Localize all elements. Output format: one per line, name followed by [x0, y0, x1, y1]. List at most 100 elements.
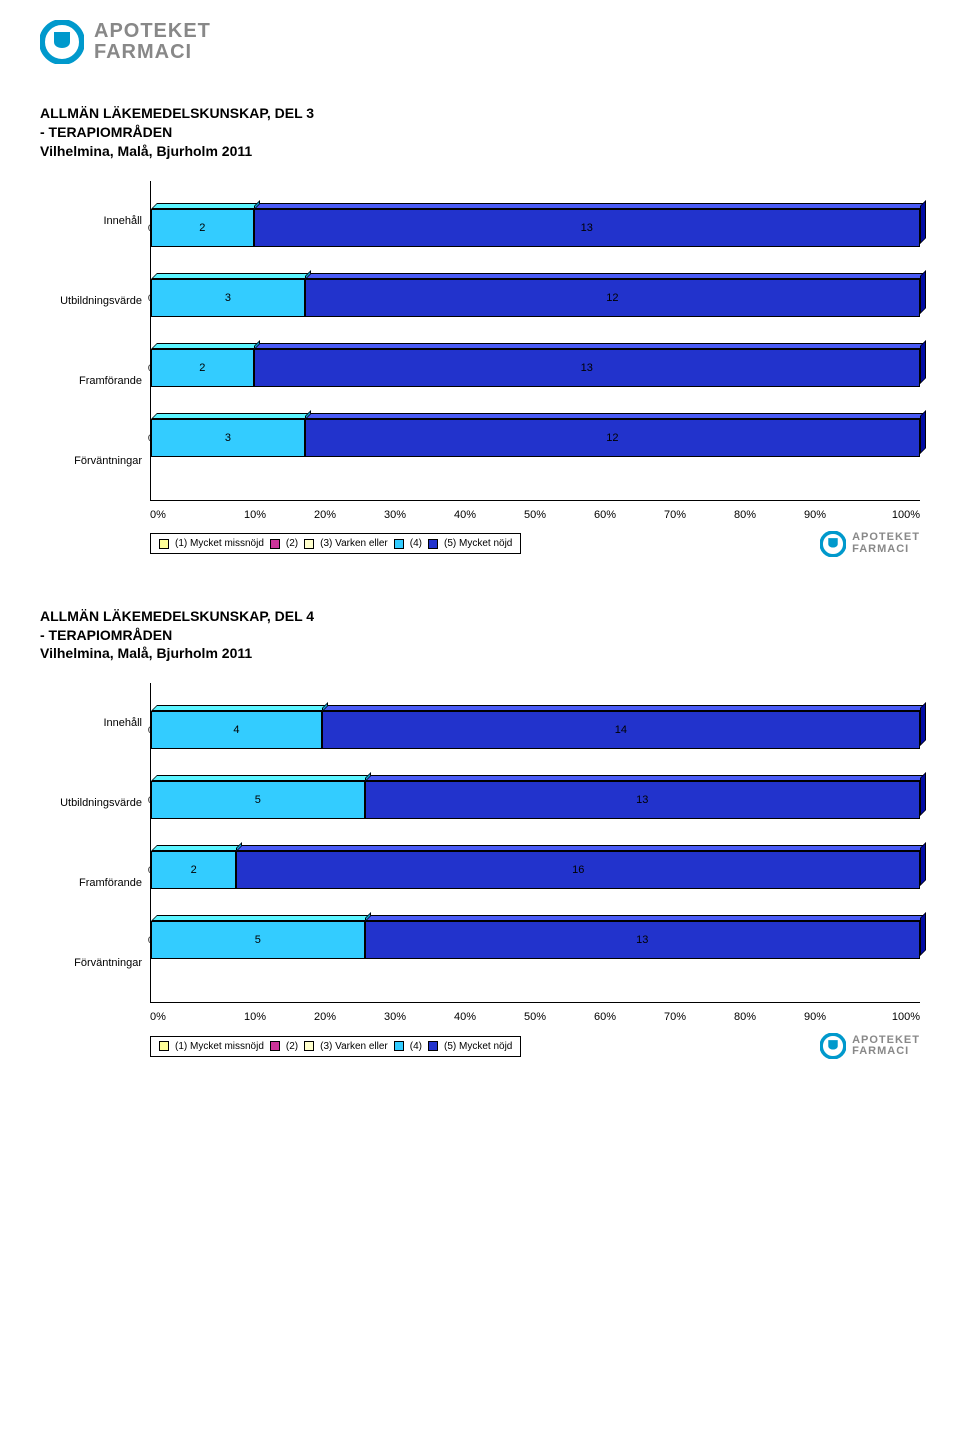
legend-swatch [394, 1041, 404, 1051]
x-tick: 40% [430, 509, 500, 521]
x-tick: 20% [290, 509, 360, 521]
brand-line1: APOTEKET [94, 21, 211, 42]
brand-line2: FARMACI [852, 1046, 920, 1058]
x-tick: 50% [500, 509, 570, 521]
bar-segment: 2 [151, 851, 236, 889]
y-label: Förväntningar [40, 923, 142, 1003]
chart-block: ALLMÄN LÄKEMEDELSKUNSKAP, DEL 4- TERAPIO… [40, 607, 920, 1060]
x-tick: 90% [780, 1011, 850, 1023]
bar-row: 0312 [151, 403, 920, 473]
brand-line2: FARMACI [94, 42, 211, 63]
y-axis-labels: InnehållUtbildningsvärdeFramförandeFörvä… [40, 181, 150, 501]
stacked-bar: 2 16 [151, 851, 920, 889]
x-tick: 100% [850, 1011, 920, 1023]
legend-label: (5) Mycket nöjd [444, 538, 512, 549]
x-tick: 70% [640, 509, 710, 521]
segment-value: 13 [581, 222, 593, 234]
chart-footer-logo: APOTEKET FARMACI [820, 1033, 920, 1059]
bar-row: 0513 [151, 765, 920, 835]
legend-row: (1) Mycket missnöjd (2) (3) Varken eller (4… [150, 1033, 920, 1059]
x-tick: 70% [640, 1011, 710, 1023]
brand-text: APOTEKET FARMACI [94, 21, 211, 63]
segment-value: 13 [636, 934, 648, 946]
bar-row: 0216 [151, 835, 920, 905]
bar-segment: 3 [151, 279, 305, 317]
segment-value: 12 [606, 432, 618, 444]
stacked-bar: 3 12 [151, 419, 920, 457]
legend-row: (1) Mycket missnöjd(2)(3) Varken eller(4… [150, 531, 920, 557]
legend-label: (4) [410, 1041, 422, 1052]
stacked-bar: 5 13 [151, 781, 920, 819]
segment-value: 2 [191, 864, 197, 876]
segment-value: 16 [572, 864, 584, 876]
brand-logo-icon [820, 1033, 846, 1059]
x-tick: 80% [710, 1011, 780, 1023]
stacked-bar: 4 14 [151, 711, 920, 749]
legend-swatch [159, 1041, 169, 1051]
segment-value: 3 [225, 292, 231, 304]
x-tick: 40% [430, 1011, 500, 1023]
bar-row: 0312 [151, 263, 920, 333]
brand-logo-icon [40, 20, 84, 64]
legend-swatch [270, 1041, 280, 1051]
chart-footer-logo: APOTEKET FARMACI [820, 531, 920, 557]
x-tick: 60% [570, 1011, 640, 1023]
brand-text: APOTEKET FARMACI [852, 532, 920, 555]
legend-swatch [159, 539, 169, 549]
brand-header: APOTEKET FARMACI [40, 20, 920, 64]
x-tick: 60% [570, 509, 640, 521]
stacked-bar: 5 13 [151, 921, 920, 959]
chart-body: InnehållUtbildningsvärdeFramförandeFörvä… [40, 181, 920, 501]
bar-row: 0213 [151, 333, 920, 403]
segment-value: 12 [606, 292, 618, 304]
segment-value: 5 [255, 934, 261, 946]
y-label: Förväntningar [40, 421, 142, 501]
legend-label: (4) [410, 538, 422, 549]
legend-swatch [394, 539, 404, 549]
legend-label: (3) Varken eller [320, 1041, 388, 1052]
legend-swatch [428, 539, 438, 549]
x-tick: 10% [220, 509, 290, 521]
legend-label: (2) [286, 538, 298, 549]
legend-label: (2) [286, 1041, 298, 1052]
bar-segment: 2 [151, 209, 254, 247]
legend-swatch [304, 1041, 314, 1051]
legend-swatch [304, 539, 314, 549]
x-axis: 0%10%20%30%40%50%60%70%80%90%100% [150, 509, 920, 521]
bar-segment: 13 [254, 209, 920, 247]
y-label: Innehåll [40, 683, 142, 763]
legend-box: (1) Mycket missnöjd(2)(3) Varken eller(4… [150, 533, 521, 554]
legend-label: (5) Mycket nöjd [444, 1041, 512, 1052]
legend-box: (1) Mycket missnöjd (2) (3) Varken eller (4… [150, 1036, 521, 1057]
legend-label: (1) Mycket missnöjd [175, 1041, 264, 1052]
x-tick: 20% [290, 1011, 360, 1023]
bar-segment: 12 [305, 279, 920, 317]
stacked-bar: 2 13 [151, 349, 920, 387]
bar-segment: 14 [322, 711, 920, 749]
x-tick: 100% [850, 509, 920, 521]
bar-segment: 3 [151, 419, 305, 457]
legend-swatch [270, 539, 280, 549]
chart-title: ALLMÄN LÄKEMEDELSKUNSKAP, DEL 3- TERAPIO… [40, 104, 920, 161]
segment-value: 13 [581, 362, 593, 374]
page: APOTEKET FARMACI ALLMÄN LÄKEMEDELSKUNSKA… [0, 0, 960, 1149]
brand-line2: FARMACI [852, 544, 920, 556]
bar-row: 0213 [151, 193, 920, 263]
segment-value: 5 [255, 794, 261, 806]
bar-segment: 5 [151, 921, 365, 959]
bar-row: 0414 [151, 695, 920, 765]
bar-segment: 4 [151, 711, 322, 749]
segment-value: 13 [636, 794, 648, 806]
bar-segment: 13 [365, 921, 920, 959]
x-tick: 10% [220, 1011, 290, 1023]
y-label: Framförande [40, 341, 142, 421]
chart-block: ALLMÄN LÄKEMEDELSKUNSKAP, DEL 3- TERAPIO… [40, 104, 920, 557]
bar-row: 0513 [151, 905, 920, 975]
legend-swatch [428, 1041, 438, 1051]
plot-area: 0213031202130312 [150, 181, 920, 501]
x-tick: 0% [150, 1011, 220, 1023]
bar-segment: 2 [151, 349, 254, 387]
segment-value: 4 [233, 724, 239, 736]
brand-text: APOTEKET FARMACI [852, 1035, 920, 1058]
segment-value: 3 [225, 432, 231, 444]
